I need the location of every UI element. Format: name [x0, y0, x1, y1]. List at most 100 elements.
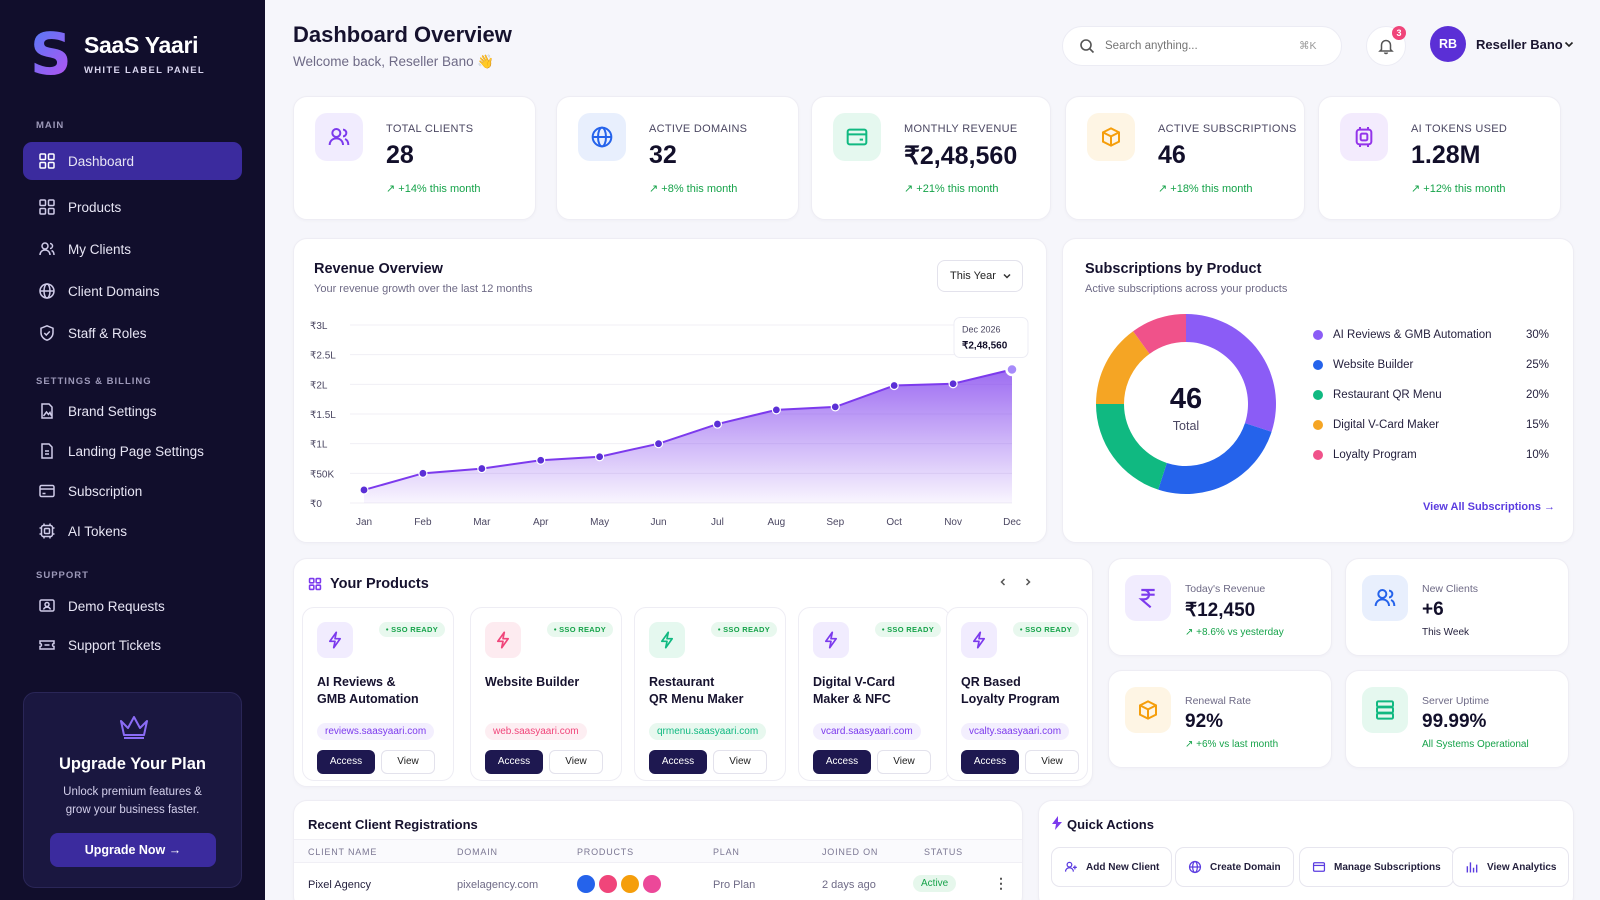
data-point[interactable]	[830, 402, 840, 412]
sidebar-item-label: Client Domains	[68, 283, 160, 299]
sidebar-item-subscription[interactable]: Subscription	[23, 472, 242, 510]
manage-subscriptions-button[interactable]: Manage Subscriptions	[1299, 847, 1454, 887]
stat-card-monthly-revenue[interactable]: MONTHLY REVENUE ₹2,48,560 ↗ +21% this mo…	[811, 96, 1051, 220]
column-header: DOMAIN	[457, 847, 498, 857]
period-select[interactable]: This Year	[937, 260, 1023, 292]
donut-slice[interactable]	[1133, 314, 1186, 354]
access-button[interactable]: Access	[485, 750, 543, 774]
mini-stat-card[interactable]: Renewal Rate 92% ↗ +6% vs last month	[1108, 670, 1332, 768]
access-button[interactable]: Access	[317, 750, 375, 774]
view-button[interactable]: View	[381, 750, 435, 774]
access-button[interactable]: Access	[813, 750, 871, 774]
stat-label: ACTIVE DOMAINS	[649, 123, 748, 135]
donut-slice[interactable]	[1096, 404, 1167, 490]
tooltip-label: Dec 2026	[962, 325, 1001, 335]
data-point[interactable]	[595, 452, 605, 462]
stat-card-active-domains[interactable]: ACTIVE DOMAINS 32 ↗ +8% this month	[556, 96, 799, 220]
data-point[interactable]	[889, 380, 899, 391]
subscriptions-by-product-card: Subscriptions by Product Active subscrip…	[1062, 238, 1574, 543]
sidebar-item-my-clients[interactable]: My Clients	[23, 230, 242, 268]
mini-stat-card[interactable]: Today's Revenue ₹12,450 ↗ +8.6% vs yeste…	[1108, 558, 1332, 656]
search-input[interactable]	[1105, 40, 1295, 52]
sidebar-item-products[interactable]: Products	[23, 188, 242, 226]
view-button[interactable]: View	[713, 750, 767, 774]
donut-slice[interactable]	[1096, 331, 1150, 404]
data-point[interactable]	[948, 379, 958, 389]
recent-registrations-card: Recent Client Registrations CLIENT NAME …	[293, 800, 1023, 900]
search-shortcut: ⌘K	[1299, 40, 1317, 52]
donut-slice[interactable]	[1158, 423, 1272, 495]
view-button[interactable]: View	[1025, 750, 1079, 774]
sidebar-item-ai-tokens[interactable]: AI Tokens	[23, 512, 242, 550]
product-card[interactable]: • SSO READY Website Builder web.saasyaar…	[470, 607, 622, 781]
product-domain[interactable]: qrmenu.saasyaari.com	[649, 723, 767, 740]
chevron-down-icon[interactable]	[1563, 38, 1575, 50]
stat-label: MONTHLY REVENUE	[904, 123, 1018, 135]
sidebar-item-label: My Clients	[68, 241, 132, 257]
brand[interactable]: S SaaS Yaari WHITE LABEL PANEL	[30, 25, 205, 83]
product-name: Website Builder	[485, 674, 620, 691]
stat-card-active-subscriptions[interactable]: ACTIVE SUBSCRIPTIONS 46 ↗ +18% this mont…	[1065, 96, 1305, 220]
avatar[interactable]: RB	[1430, 26, 1466, 62]
grid-icon	[308, 577, 322, 591]
products-next-button[interactable]	[1017, 571, 1039, 593]
sidebar-item-staff-roles[interactable]: Staff & Roles	[23, 314, 242, 352]
x-tick-label: Dec	[1003, 517, 1021, 528]
sidebar-item-brand-settings[interactable]: Brand Settings	[23, 392, 242, 430]
stat-card-total-clients[interactable]: TOTAL CLIENTS 28 ↗ +14% this month	[293, 96, 536, 220]
stat-value: 1.28M	[1411, 141, 1481, 169]
product-domain[interactable]: web.saasyaari.com	[485, 723, 587, 740]
sidebar-item-dashboard[interactable]: Dashboard	[23, 142, 242, 180]
legend-percent: 20%	[1525, 389, 1549, 401]
legend-item: Loyalty Program 10%	[1313, 449, 1549, 461]
your-products-card: Your Products • SSO READY AI Reviews & G…	[293, 558, 1093, 787]
products-prev-button[interactable]	[992, 571, 1014, 593]
product-card[interactable]: • SSO READY Digital V-Card Maker & NFC v…	[798, 607, 950, 781]
mini-stat-label: Renewal Rate	[1185, 695, 1251, 707]
data-point[interactable]	[536, 455, 546, 465]
quick-action-label: View Analytics	[1487, 861, 1557, 873]
mini-stat-card[interactable]: New Clients +6 This Week	[1345, 558, 1569, 656]
data-point[interactable]	[418, 468, 428, 478]
product-badge-icon	[643, 875, 661, 893]
sidebar-item-demo-requests[interactable]: Demo Requests	[23, 587, 242, 625]
create-domain-button[interactable]: Create Domain	[1175, 847, 1294, 887]
data-point[interactable]	[1005, 362, 1019, 377]
sidebar-item-client-domains[interactable]: Client Domains	[23, 272, 242, 310]
view-button[interactable]: View	[877, 750, 931, 774]
data-point[interactable]	[359, 485, 369, 495]
mini-stat-card[interactable]: Server Uptime 99.99% All Systems Operati…	[1345, 670, 1569, 768]
view-button[interactable]: View	[549, 750, 603, 774]
product-card[interactable]: • SSO READY AI Reviews & GMB Automation …	[302, 607, 454, 781]
grid-icon	[39, 199, 55, 215]
product-domain[interactable]: reviews.saasyaari.com	[317, 723, 435, 740]
add-new-client-button[interactable]: Add New Client	[1051, 847, 1173, 887]
data-point[interactable]	[477, 463, 487, 474]
column-header: PRODUCTS	[577, 847, 634, 857]
data-point[interactable]	[653, 439, 664, 449]
view-analytics-button[interactable]: View Analytics	[1452, 847, 1570, 887]
stat-card-ai-tokens-used[interactable]: AI TOKENS USED 1.28M ↗ +12% this month	[1318, 96, 1561, 220]
upgrade-now-button[interactable]: Upgrade Now →	[50, 833, 216, 867]
donut-slice[interactable]	[1186, 314, 1276, 432]
server-icon	[1362, 687, 1408, 733]
user-name[interactable]: Reseller Bano	[1476, 37, 1563, 52]
sidebar-item-support-tickets[interactable]: Support Tickets	[23, 626, 242, 664]
data-point[interactable]	[712, 419, 723, 429]
product-domain[interactable]: vcalty.saasyaari.com	[961, 723, 1070, 740]
access-button[interactable]: Access	[649, 750, 707, 774]
product-name: Restaurant QR Menu Maker	[649, 674, 784, 708]
donut-total: 46	[1169, 383, 1203, 415]
notifications-button[interactable]: 3	[1366, 26, 1406, 66]
search-bar[interactable]: ⌘K	[1062, 26, 1342, 66]
view-all-subscriptions-link[interactable]: View All Subscriptions →	[1423, 501, 1556, 513]
sidebar-item-landing-page-settings[interactable]: Landing Page Settings	[23, 432, 242, 470]
access-button[interactable]: Access	[961, 750, 1019, 774]
card-icon	[39, 484, 55, 498]
product-domain[interactable]: vcard.saasyaari.com	[813, 723, 921, 740]
product-card[interactable]: • SSO READY Restaurant QR Menu Maker qrm…	[634, 607, 786, 781]
row-menu-icon[interactable]: ⋮	[994, 875, 1008, 891]
product-badge-icon	[621, 875, 639, 893]
product-card[interactable]: • SSO READY QR Based Loyalty Program vca…	[946, 607, 1088, 781]
data-point[interactable]	[771, 405, 781, 415]
